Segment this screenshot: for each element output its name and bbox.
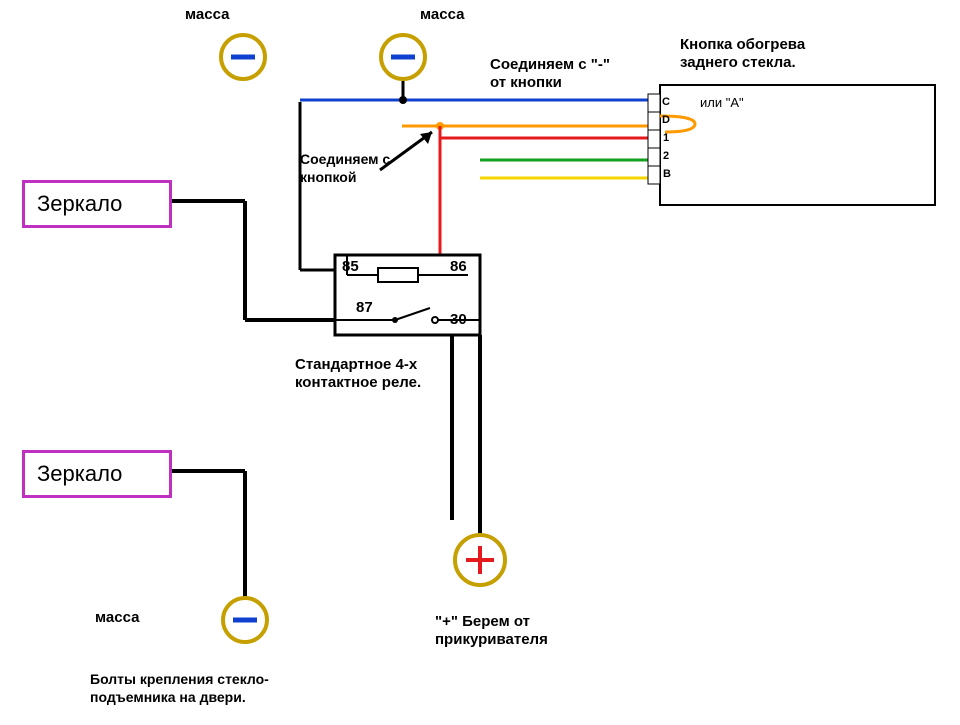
relay-pin-87: 87: [356, 298, 373, 318]
mass-circle-bottom: [223, 598, 267, 642]
relay-pin-85: 85: [342, 257, 359, 277]
mass-circle-top-right: [381, 35, 425, 79]
conn-pin-c: C: [662, 96, 670, 108]
mass-label-bottom: масса: [95, 608, 139, 628]
mass-label-top-right: масса: [420, 5, 464, 25]
plus-label-1: "+" Берем от: [435, 612, 530, 632]
relay-label-1: Стандартное 4-х: [295, 355, 417, 375]
relay-pin-86: 86: [450, 257, 467, 277]
mirror-1-label: Зеркало: [37, 191, 122, 216]
conn-pin-d: D: [662, 114, 670, 126]
conn-pin-2: 2: [663, 150, 669, 162]
mirror-2-label: Зеркало: [37, 461, 122, 486]
relay-label-2: контактное реле.: [295, 373, 421, 393]
bolts-label-1: Болты крепления стекло-: [90, 670, 269, 688]
connect-btn-label-2: кнопкой: [300, 168, 356, 186]
button-connector-box: [648, 85, 935, 205]
conn-pin-b: B: [663, 168, 671, 180]
mass-label-top-left: масса: [185, 5, 229, 25]
relay-pin-30: 30: [450, 310, 467, 330]
plus-label-2: прикуривателя: [435, 630, 548, 650]
mass-circle-top-left: [221, 35, 265, 79]
connect-minus-label-1: Соединяем с "-": [490, 55, 610, 75]
plus-circle: [455, 535, 505, 585]
bolts-label-2: подъемника на двери.: [90, 688, 246, 706]
button-box-label-2: заднего стекла.: [680, 53, 796, 73]
conn-pin-1: 1: [663, 132, 669, 144]
button-box-label-1: Кнопка обогрева: [680, 35, 805, 55]
or-a-label: или "А": [700, 95, 744, 112]
connect-btn-label-1: Соединяем с: [300, 150, 390, 168]
mirror-2-box: Зеркало: [22, 450, 172, 498]
connect-minus-label-2: от кнопки: [490, 73, 562, 93]
mirror-1-box: Зеркало: [22, 180, 172, 228]
